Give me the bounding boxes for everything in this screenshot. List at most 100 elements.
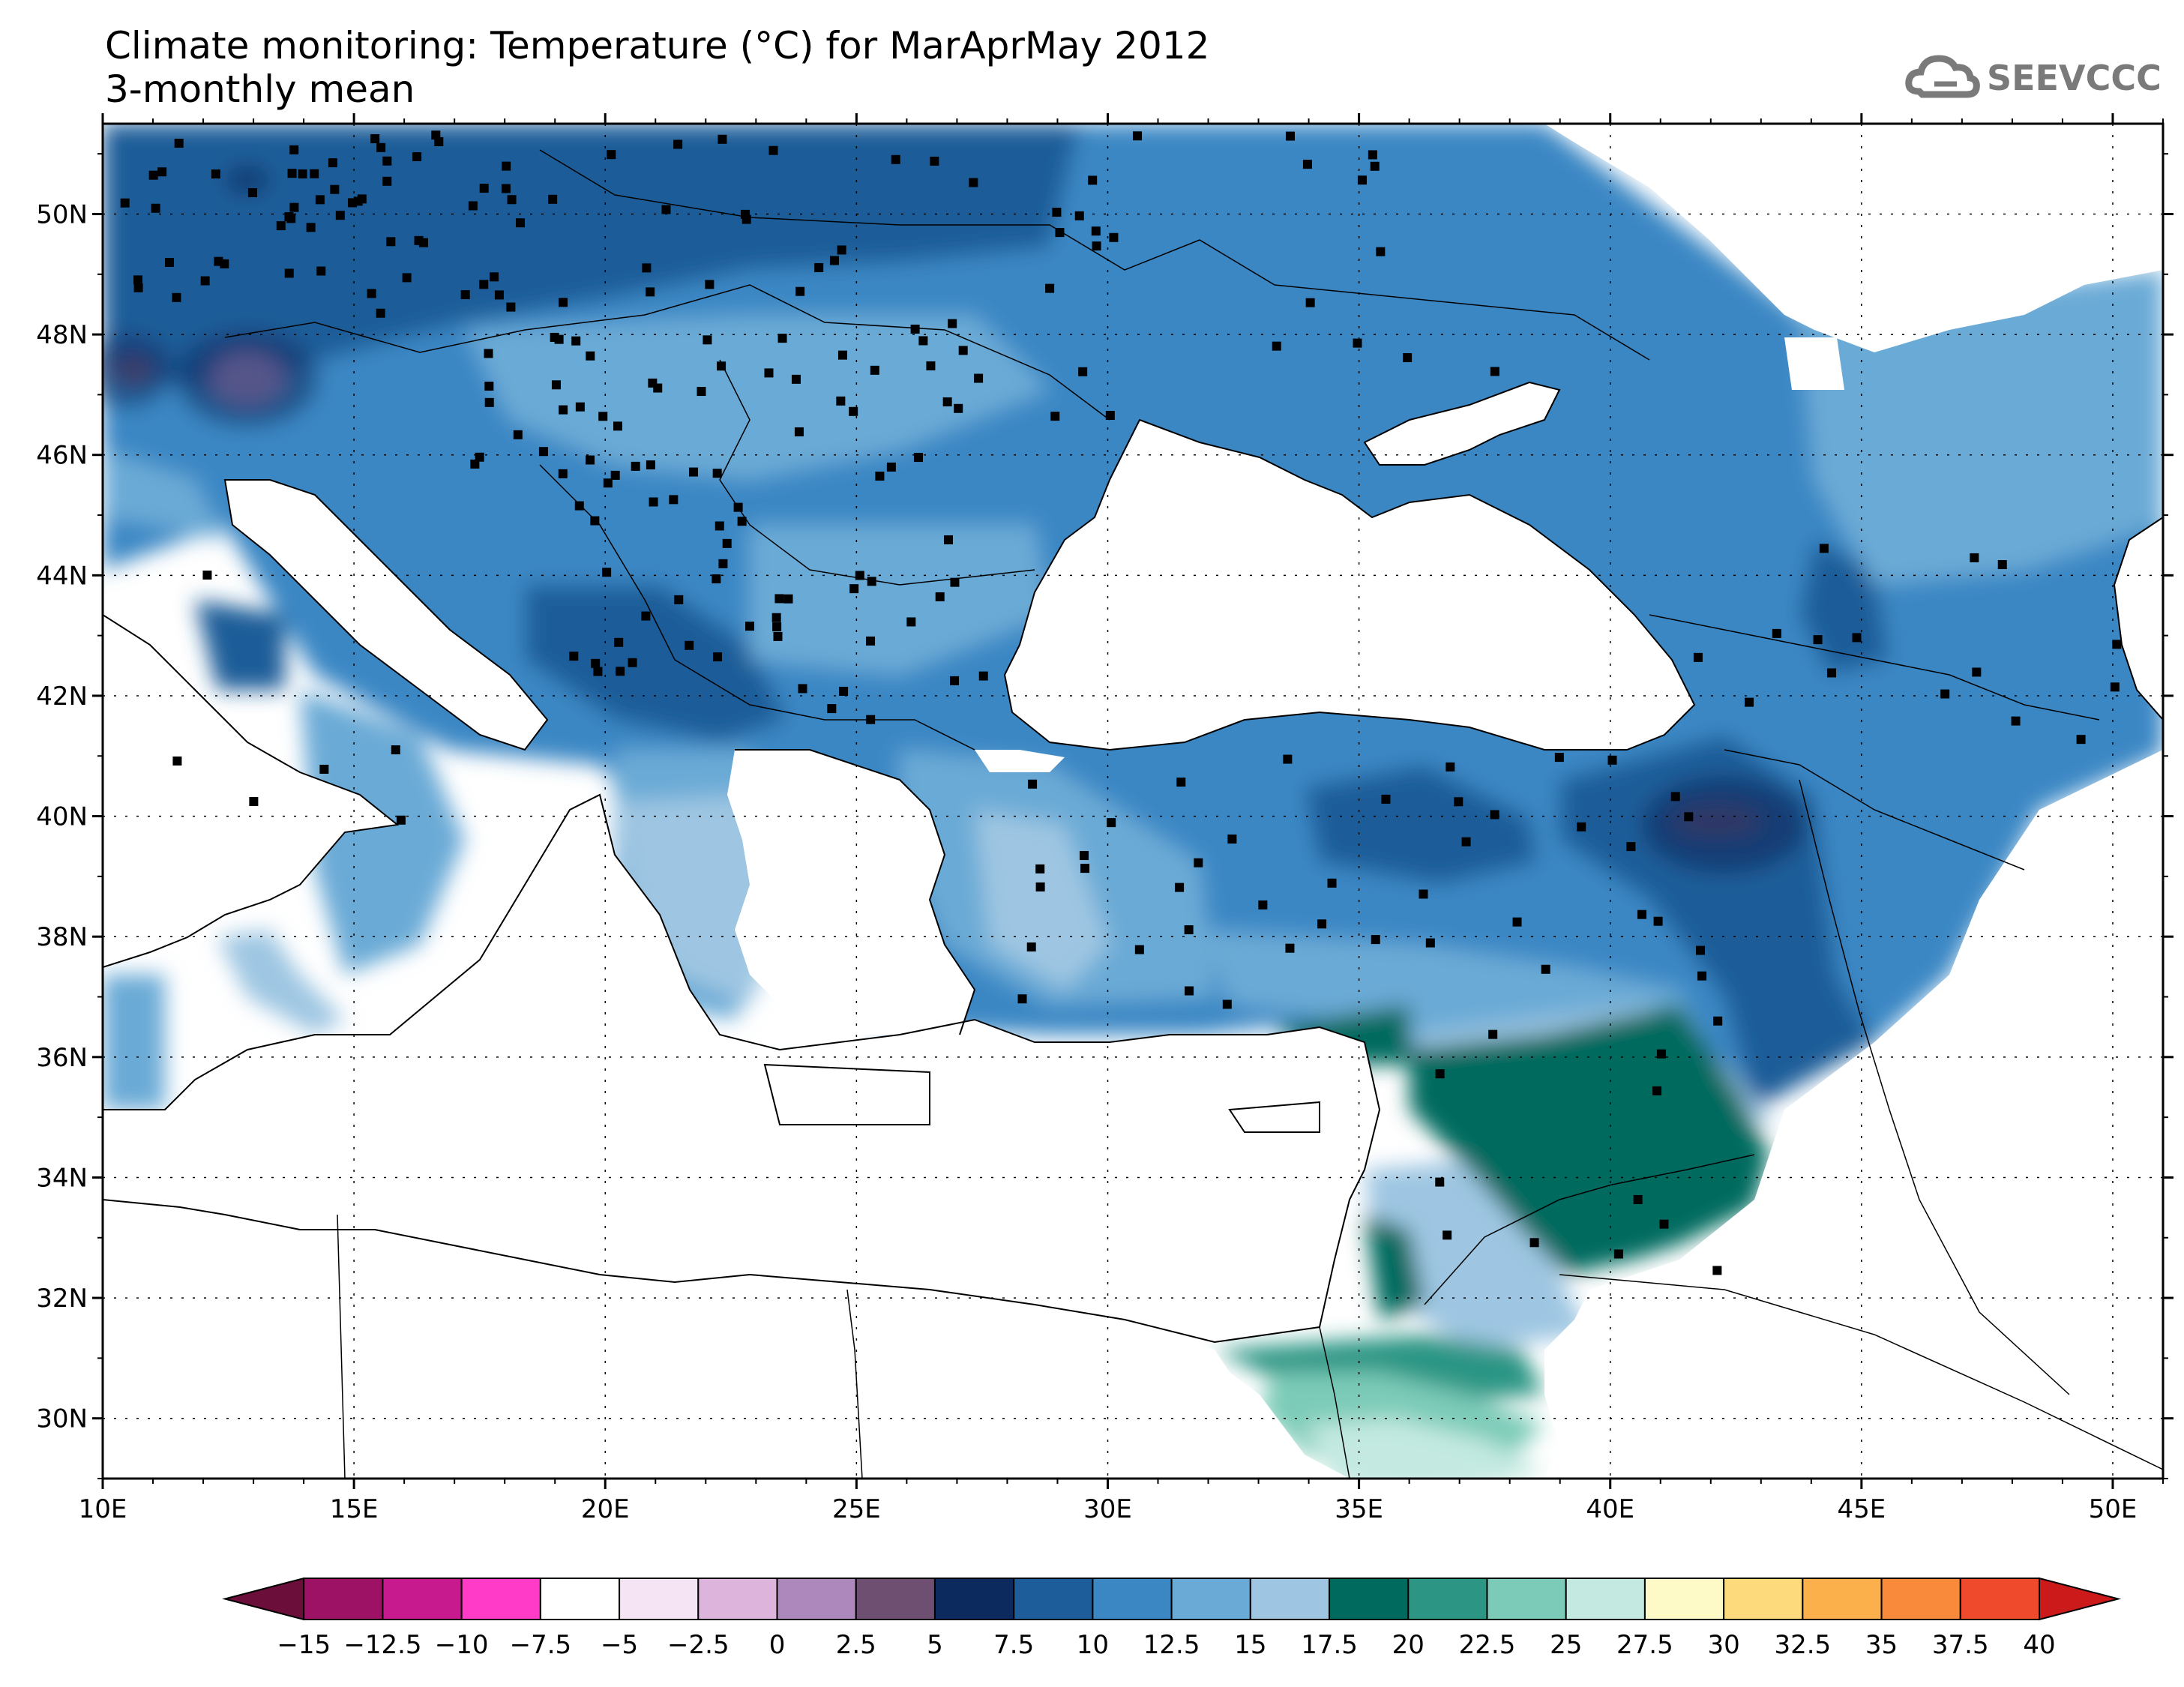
station-marker — [978, 671, 988, 681]
x-tick-label: 45E — [1837, 1494, 1886, 1524]
station-marker — [571, 336, 581, 346]
station-marker — [1052, 208, 1062, 217]
station-marker — [1272, 341, 1281, 351]
colorbar-box — [1249, 1578, 1331, 1620]
colorbar-box — [1565, 1578, 1646, 1620]
station-marker — [396, 815, 406, 825]
station-marker — [646, 287, 655, 297]
station-marker — [357, 194, 367, 204]
station-marker — [319, 764, 329, 774]
station-marker — [382, 176, 392, 186]
country-borders — [224, 149, 2163, 1479]
station-marker — [943, 535, 953, 545]
colorbar-label: 12.5 — [1143, 1630, 1200, 1660]
station-marker — [930, 156, 939, 166]
station-marker — [1696, 945, 1706, 955]
station-marker — [1285, 943, 1295, 953]
temperature-field — [103, 124, 2163, 1479]
station-marker — [610, 470, 620, 480]
station-marker — [1283, 754, 1293, 764]
map-title: Climate monitoring: Temperature (°C) for… — [105, 24, 1209, 111]
station-marker — [613, 421, 622, 431]
station-marker — [249, 797, 259, 807]
station-marker — [1852, 633, 1862, 643]
colorbar-label: 10 — [1077, 1630, 1109, 1660]
station-marker — [910, 324, 920, 334]
station-marker — [1819, 544, 1829, 553]
station-marker — [1035, 864, 1045, 873]
colorbar-box — [1486, 1578, 1567, 1620]
colorbar-box — [303, 1578, 384, 1620]
station-marker — [1813, 635, 1823, 645]
colorbar-box — [697, 1578, 778, 1620]
station-marker — [1109, 232, 1119, 242]
x-axis: 10E 15E 20E 25E 30E 35E 40E 45E 50E — [79, 113, 2164, 1524]
station-marker — [705, 280, 715, 289]
station-marker — [468, 201, 478, 211]
station-marker — [814, 262, 824, 272]
station-marker — [646, 460, 655, 470]
station-marker — [1697, 971, 1707, 981]
station-marker — [386, 237, 396, 247]
station-marker — [460, 290, 470, 300]
station-marker — [2011, 716, 2021, 726]
colorbar-label: 22.5 — [1459, 1630, 1516, 1660]
station-marker — [918, 336, 928, 346]
station-marker — [603, 478, 613, 488]
station-marker — [1133, 131, 1143, 141]
station-marker — [575, 402, 585, 412]
station-marker — [631, 461, 640, 471]
station-marker — [616, 667, 625, 676]
colorbar-label: −10 — [435, 1630, 489, 1660]
station-marker — [745, 622, 755, 631]
grid-lines — [103, 124, 2163, 1479]
station-marker — [211, 169, 220, 179]
station-marker — [1088, 175, 1098, 185]
station-marker — [673, 139, 683, 149]
station-marker — [791, 374, 801, 384]
station-marker — [289, 202, 299, 212]
colorbar-box — [1959, 1578, 2041, 1620]
station-marker — [1454, 797, 1463, 807]
station-marker — [479, 184, 489, 193]
station-marker — [484, 349, 493, 358]
station-marker — [703, 335, 712, 345]
station-marker — [1017, 994, 1027, 1004]
station-marker — [942, 397, 952, 406]
station-marker — [777, 334, 787, 343]
station-marker — [1026, 942, 1036, 952]
station-marker — [685, 640, 694, 650]
station-marker — [948, 319, 957, 328]
station-marker — [1656, 1049, 1666, 1059]
station-marker — [590, 516, 600, 526]
station-marker — [1488, 1029, 1498, 1039]
station-marker — [1258, 900, 1268, 909]
station-marker — [1371, 935, 1380, 945]
colorbar-label: 30 — [1707, 1630, 1739, 1660]
y-tick-label: 50N — [36, 199, 88, 229]
station-marker — [935, 592, 945, 601]
logo-text: SEEVCCC — [1987, 58, 2159, 98]
station-marker — [574, 501, 584, 511]
station-markers — [120, 130, 2122, 1275]
station-marker — [151, 203, 160, 213]
station-marker — [829, 256, 839, 265]
station-marker — [490, 272, 499, 282]
station-marker — [165, 258, 175, 268]
station-marker — [1443, 1230, 1452, 1240]
station-marker — [837, 350, 847, 360]
station-marker — [298, 169, 307, 178]
colorbar-label: 35 — [1865, 1630, 1898, 1660]
x-tick-label: 25E — [832, 1494, 881, 1524]
station-marker — [1772, 628, 1781, 638]
station-marker — [330, 184, 340, 194]
station-marker — [1446, 762, 1455, 772]
station-marker — [551, 380, 561, 390]
station-marker — [737, 517, 747, 526]
station-marker — [315, 195, 325, 205]
station-marker — [913, 453, 923, 463]
colorbar-arrow-low — [222, 1577, 305, 1621]
station-marker — [586, 455, 595, 465]
station-marker — [1028, 779, 1038, 789]
station-marker — [795, 286, 805, 296]
